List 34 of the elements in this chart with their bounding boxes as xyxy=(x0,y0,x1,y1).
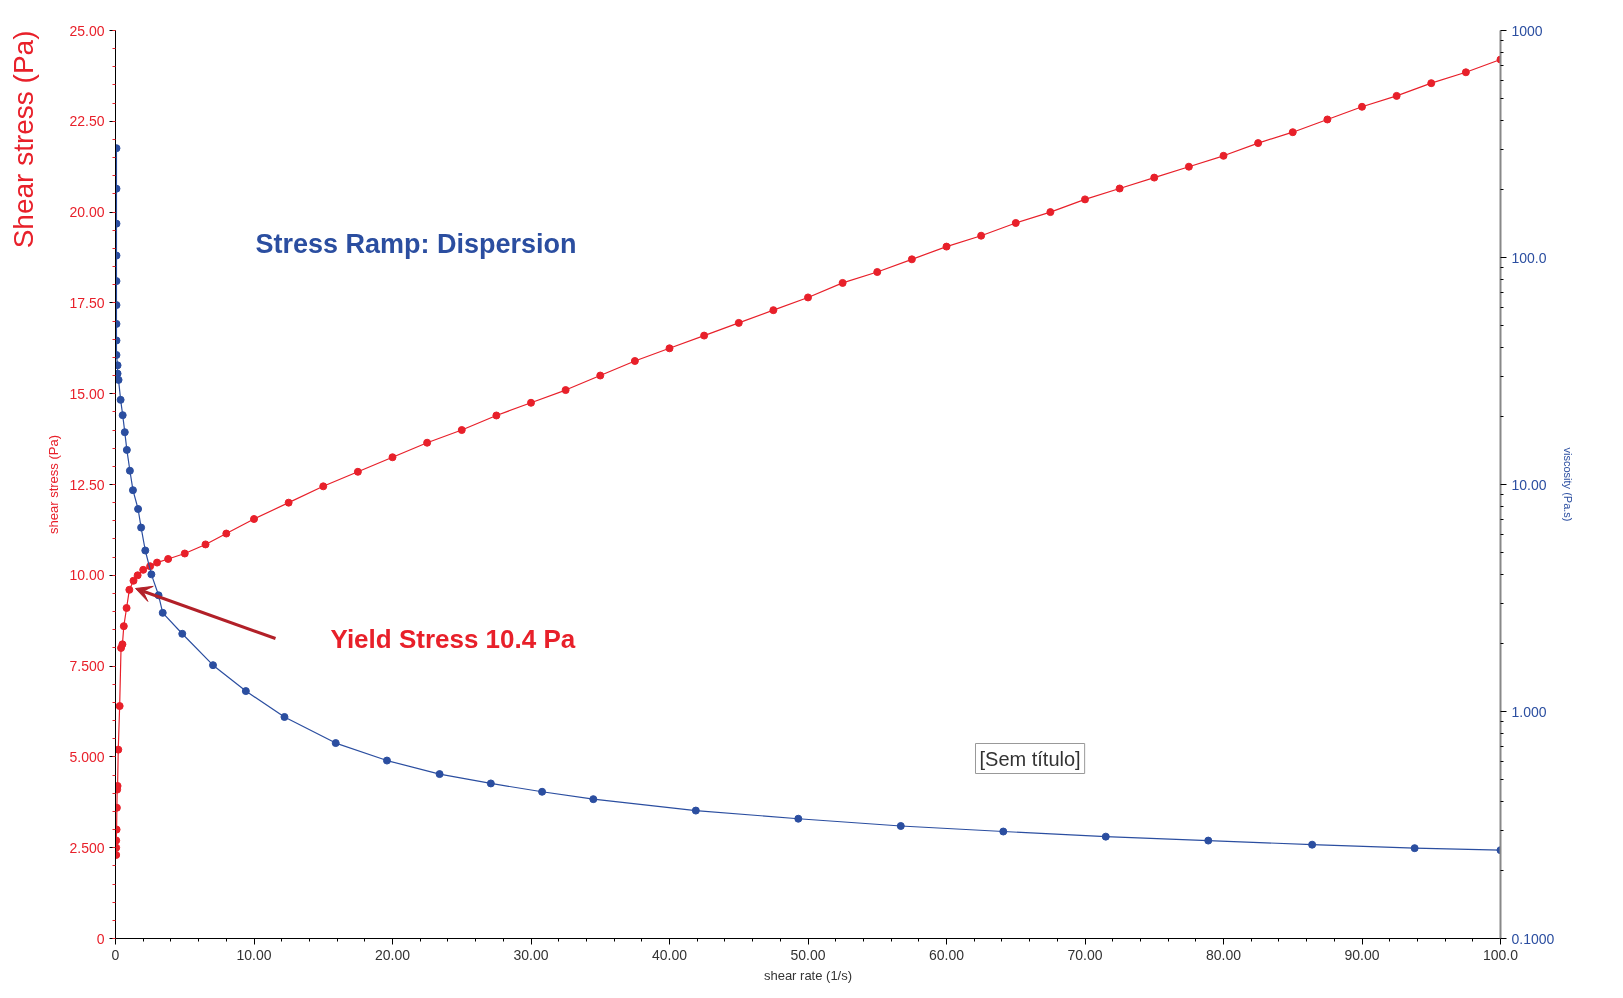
y-tick-label: 2.500 xyxy=(69,839,105,856)
x-tick-label: 80.00 xyxy=(1205,946,1242,963)
y2-tick-label: 1.000 xyxy=(1511,703,1547,720)
y-tick-label: 12.50 xyxy=(69,476,105,493)
x-tick-label: 90.00 xyxy=(1344,946,1380,963)
x-tick-label: 40.00 xyxy=(651,946,688,963)
y-tick-label: 10.00 xyxy=(69,567,105,584)
y-tick-label: 17.50 xyxy=(69,294,105,311)
annotation: [Sem título] xyxy=(979,747,1081,770)
y2-tick-label: 100.0 xyxy=(1511,249,1547,266)
y2-tick-label: 0.1000 xyxy=(1511,930,1555,947)
x-tick-label: 50.00 xyxy=(790,946,826,963)
y2-axis-title: viscosity (Pa.s) xyxy=(1562,447,1575,522)
y-tick-label: 20.00 xyxy=(69,204,105,221)
y2-tick-label: 10.00 xyxy=(1511,476,1547,493)
y-axis-title: shear stress (Pa) xyxy=(46,435,62,534)
y-tick-label: 15.00 xyxy=(69,385,105,402)
x-tick-label: 70.00 xyxy=(1067,946,1103,963)
x-tick-label: 30.00 xyxy=(513,946,549,963)
x-tick-label: 100.0 xyxy=(1482,946,1519,963)
x-tick-label: 0 xyxy=(111,946,120,963)
text: Shear stress (Pa) xyxy=(7,30,39,249)
y-tick-label: 0 xyxy=(96,930,105,947)
y-tick-label: 22.50 xyxy=(69,113,105,130)
x-axis-title: shear rate (1/s) xyxy=(763,967,853,983)
y-tick-label: 25.00 xyxy=(69,22,105,39)
x-tick-label: 60.00 xyxy=(928,946,965,963)
x-tick-label: 20.00 xyxy=(374,946,411,963)
y2-tick-label: 1000 xyxy=(1511,22,1543,39)
annotation: Stress Ramp: Dispersion xyxy=(255,228,577,259)
annotation: Yield Stress 10.4 Pa xyxy=(330,623,576,654)
y-tick-label: 5.000 xyxy=(69,748,105,765)
y-tick-label: 7.500 xyxy=(69,658,105,675)
x-tick-label: 10.00 xyxy=(236,946,272,963)
